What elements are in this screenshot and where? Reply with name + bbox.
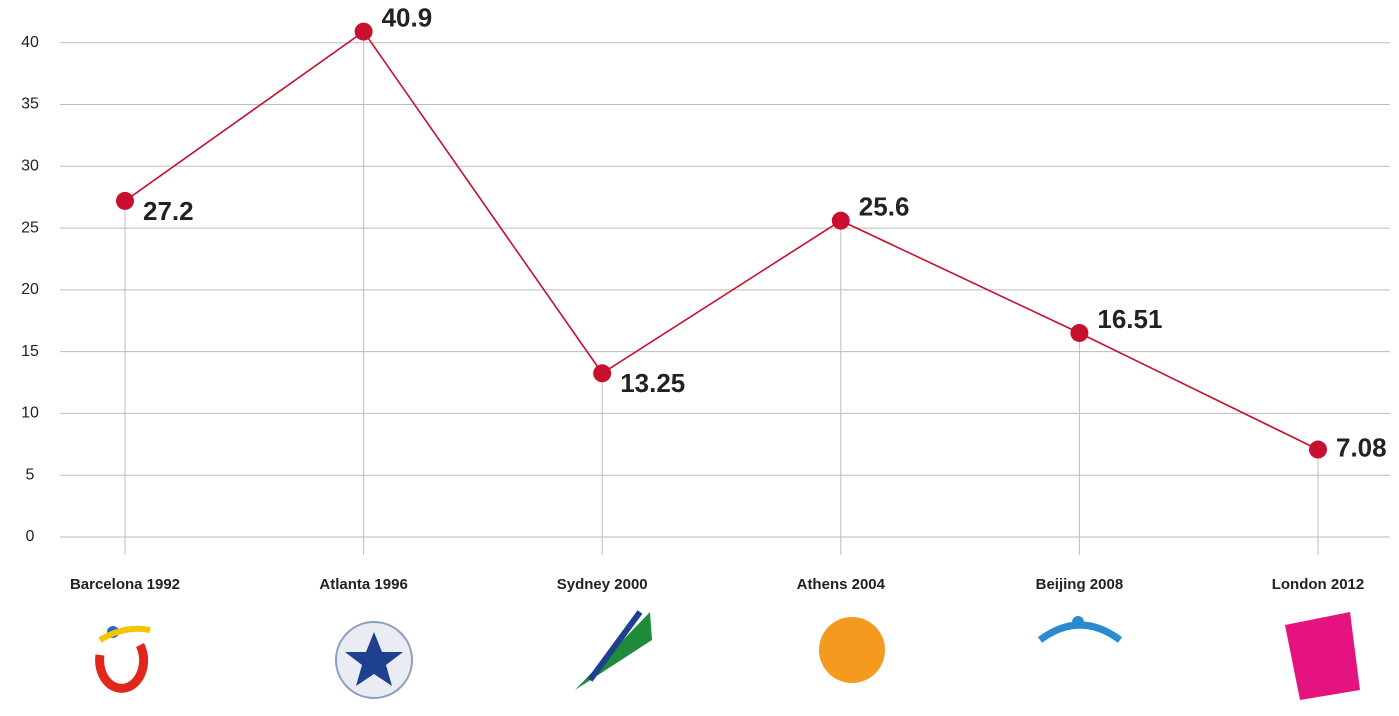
x-tick-label: Atlanta 1996: [319, 576, 407, 593]
value-label: 27.2: [143, 196, 194, 226]
value-label: 25.6: [859, 192, 910, 222]
logo-barcelona: [95, 642, 149, 693]
y-tick-label: 20: [21, 281, 39, 298]
x-tick-label: Sydney 2000: [557, 576, 648, 593]
logo-sydney-stroke: [587, 610, 643, 682]
value-label: 7.08: [1336, 432, 1387, 462]
y-tick-label: 5: [26, 466, 35, 483]
point: [354, 22, 373, 41]
y-tick-label: 15: [21, 343, 39, 360]
x-tick-label: Athens 2004: [797, 576, 886, 593]
logo-barcelona-arc: [98, 625, 151, 643]
value-label: 40.9: [382, 2, 433, 32]
series-line: [124, 30, 1319, 451]
y-tick-label: 35: [21, 96, 39, 113]
point: [1309, 440, 1327, 459]
x-tick-label: Barcelona 1992: [70, 576, 180, 593]
value-label: 16.51: [1097, 304, 1162, 334]
y-tick-label: 40: [21, 34, 39, 51]
y-tick-label: 0: [26, 528, 35, 545]
y-tick-label: 25: [21, 219, 39, 236]
point: [831, 211, 850, 230]
point: [116, 191, 134, 210]
y-tick-label: 10: [21, 405, 39, 422]
x-tick-label: London 2012: [1272, 576, 1365, 593]
point: [593, 364, 612, 383]
logo-beijing-dot: [1072, 616, 1084, 628]
logo-athens: [819, 617, 885, 683]
logo-london: [1285, 612, 1360, 700]
logos: [95, 610, 1360, 700]
logo-atlanta-star: [345, 632, 403, 686]
x-tick-label: Beijing 2008: [1036, 576, 1124, 593]
value-label: 13.25: [620, 368, 685, 398]
point: [1070, 323, 1089, 342]
y-tick-label: 30: [21, 158, 39, 175]
